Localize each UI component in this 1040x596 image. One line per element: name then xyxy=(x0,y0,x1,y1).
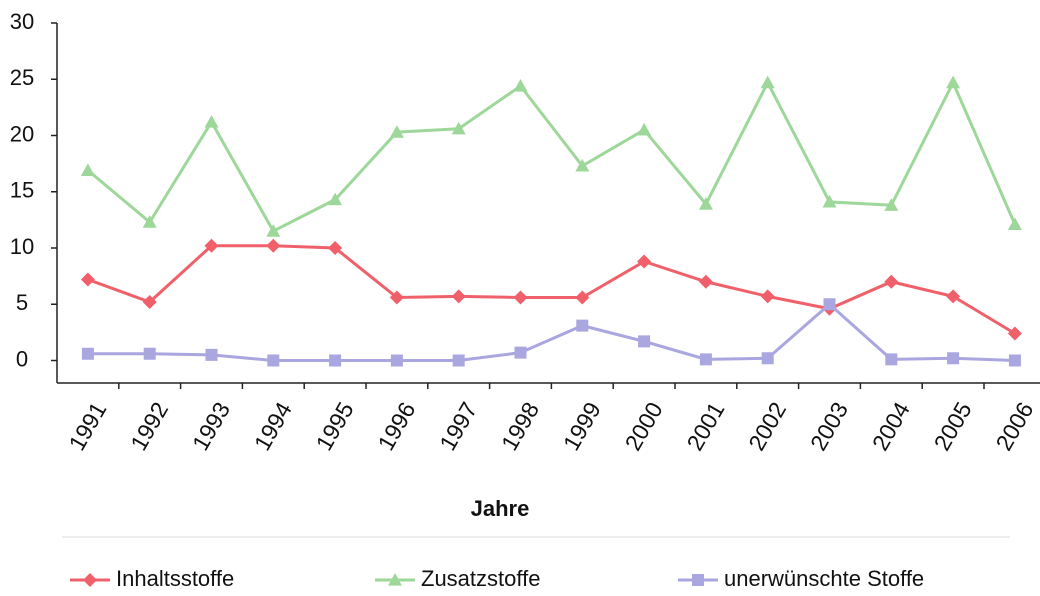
point xyxy=(946,289,961,304)
point xyxy=(328,192,343,206)
y-tick-label: 30 xyxy=(10,9,34,34)
legend-label: unerwünschte Stoffe xyxy=(724,566,924,591)
point xyxy=(884,198,899,211)
point xyxy=(699,353,712,366)
point xyxy=(822,194,837,208)
point xyxy=(514,346,527,359)
series-line xyxy=(87,244,1016,335)
point xyxy=(329,354,342,367)
legend-marker xyxy=(83,573,97,587)
point xyxy=(266,224,281,237)
point xyxy=(760,75,775,89)
point xyxy=(698,197,713,210)
y-tick-label: 10 xyxy=(10,234,34,259)
x-tick-label: 1991 xyxy=(63,398,111,455)
x-tick-label: 2006 xyxy=(990,398,1038,455)
y-tick-label: 5 xyxy=(16,290,28,315)
point xyxy=(267,354,280,367)
point xyxy=(884,274,899,289)
point xyxy=(761,352,774,365)
x-tick-label: 1994 xyxy=(249,397,297,454)
point xyxy=(1007,326,1022,341)
point xyxy=(204,238,219,253)
point xyxy=(451,121,466,135)
point xyxy=(80,163,95,176)
point xyxy=(142,295,157,309)
x-tick-label: 2002 xyxy=(743,398,791,455)
y-tick-label: 20 xyxy=(10,121,34,146)
point xyxy=(946,75,961,89)
point xyxy=(451,289,466,304)
point xyxy=(266,238,281,253)
point xyxy=(947,352,960,365)
x-tick-label: 1992 xyxy=(125,398,173,455)
point xyxy=(513,79,528,92)
x-tick-label: 2001 xyxy=(681,398,729,455)
point xyxy=(576,319,589,332)
point xyxy=(823,298,836,311)
point xyxy=(513,290,528,305)
point xyxy=(390,354,403,367)
x-tick-label: 2004 xyxy=(867,397,915,454)
series-line xyxy=(87,302,1015,362)
point xyxy=(1008,354,1021,367)
point xyxy=(205,348,218,361)
point xyxy=(452,354,465,367)
point xyxy=(760,289,775,304)
point xyxy=(575,290,590,305)
legend-marker xyxy=(388,573,402,586)
point xyxy=(389,125,404,138)
point xyxy=(637,122,652,136)
x-tick-label: 1995 xyxy=(311,398,359,455)
x-tick-label: 1999 xyxy=(558,398,606,455)
legend-label: Inhaltsstoffe xyxy=(116,566,234,591)
x-axis-title: Jahre xyxy=(471,496,530,521)
point xyxy=(638,335,651,348)
point xyxy=(698,274,713,289)
point xyxy=(142,215,157,228)
point xyxy=(143,347,156,360)
legend-label: Zusatzstoffe xyxy=(421,566,540,591)
y-tick-label: 25 xyxy=(10,65,34,90)
legend-marker xyxy=(692,574,704,586)
x-tick-label: 1998 xyxy=(496,398,544,455)
x-tick-label: 2003 xyxy=(805,398,853,455)
y-tick-label: 0 xyxy=(16,346,28,371)
x-tick-label: 1997 xyxy=(434,398,482,455)
x-tick-label: 1996 xyxy=(372,398,420,455)
point xyxy=(637,254,652,269)
point xyxy=(885,353,898,366)
x-tick-label: 2000 xyxy=(620,398,668,455)
point xyxy=(389,290,404,305)
x-tick-label: 1993 xyxy=(187,398,235,455)
point xyxy=(328,241,343,255)
series-line xyxy=(86,79,1017,234)
point xyxy=(204,115,219,128)
y-tick-label: 15 xyxy=(10,178,34,203)
point xyxy=(1007,217,1022,230)
point xyxy=(575,158,590,172)
x-tick-label: 2005 xyxy=(929,398,977,455)
point xyxy=(81,347,94,360)
point xyxy=(80,272,95,287)
